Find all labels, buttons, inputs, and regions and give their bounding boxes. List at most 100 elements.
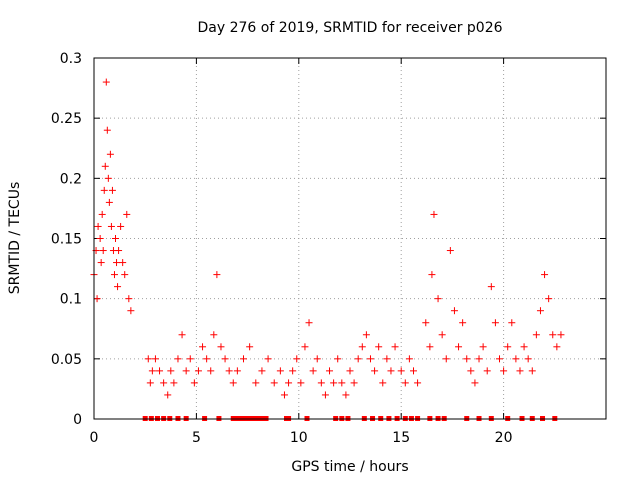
data-point — [330, 379, 338, 387]
data-point — [397, 367, 405, 375]
data-point — [379, 379, 387, 387]
data-point — [387, 367, 395, 375]
data-point — [541, 271, 549, 279]
x-tick-label: 0 — [90, 430, 99, 446]
data-point — [258, 367, 266, 375]
data-point — [101, 162, 109, 170]
data-point — [285, 379, 293, 387]
data-point — [317, 379, 325, 387]
data-point — [455, 343, 463, 351]
data-point — [504, 343, 512, 351]
data-point — [483, 367, 491, 375]
y-axis-label: SRMTID / TECUs — [7, 182, 23, 295]
data-point — [289, 367, 297, 375]
y-tick-label: 0.15 — [51, 232, 82, 248]
y-tick-label: 0.1 — [60, 292, 82, 308]
x-axis-label: GPS time / hours — [291, 459, 408, 475]
data-point — [105, 198, 113, 206]
data-point — [467, 367, 475, 375]
data-point — [199, 343, 207, 351]
data-point — [112, 235, 120, 242]
data-point — [194, 367, 202, 375]
data-point — [213, 271, 221, 279]
data-point — [240, 355, 248, 363]
data-point — [252, 379, 260, 387]
data-point — [326, 367, 334, 375]
data-point — [102, 78, 110, 86]
data-point — [528, 367, 536, 375]
data-point — [98, 210, 106, 218]
data-point — [557, 331, 565, 339]
data-point — [108, 186, 116, 194]
data-point — [512, 355, 520, 363]
data-point — [225, 367, 233, 375]
data-point — [305, 319, 313, 327]
x-tick-label: 5 — [192, 430, 201, 446]
data-point — [229, 379, 237, 387]
data-point — [301, 343, 309, 351]
data-point — [125, 295, 133, 303]
plot-frame — [93, 57, 607, 420]
data-point — [246, 343, 254, 351]
data-point — [409, 367, 417, 375]
data-point — [545, 295, 553, 303]
data-point — [280, 391, 288, 399]
data-point — [190, 379, 198, 387]
data-point — [438, 331, 446, 339]
data-point — [167, 367, 175, 375]
data-point — [121, 271, 129, 279]
data-point — [383, 355, 391, 363]
data-point — [144, 355, 152, 363]
data-point — [178, 331, 186, 339]
data-point — [148, 367, 156, 375]
data-point — [500, 367, 508, 375]
data-point — [426, 343, 434, 351]
data-point — [463, 355, 471, 363]
data-point — [430, 210, 438, 218]
data-point — [104, 174, 112, 182]
data-point — [471, 379, 479, 387]
data-point — [428, 271, 436, 279]
data-point — [156, 367, 164, 375]
data-point — [233, 367, 241, 375]
data-point — [422, 319, 430, 327]
data-point — [207, 367, 215, 375]
data-point — [442, 355, 450, 363]
data-point — [96, 235, 104, 242]
data-point — [524, 355, 532, 363]
data-point — [127, 307, 135, 315]
data-point — [334, 355, 342, 363]
data-point — [553, 343, 561, 351]
data-point — [405, 355, 413, 363]
data-point — [496, 355, 504, 363]
data-point — [450, 307, 458, 315]
data-point — [107, 222, 115, 230]
data-point — [536, 307, 544, 315]
data-point — [532, 331, 540, 339]
data-point — [160, 379, 168, 387]
data-point — [110, 271, 118, 279]
data-point — [103, 126, 111, 134]
data-point — [346, 367, 354, 375]
data-point — [221, 355, 229, 363]
data-point — [401, 379, 409, 387]
data-point — [174, 355, 182, 363]
y-tick-label: 0.05 — [51, 352, 82, 368]
data-point — [164, 391, 172, 399]
y-tick-label: 0.25 — [51, 111, 82, 127]
data-point — [459, 319, 467, 327]
data-point — [123, 210, 131, 218]
data-point — [99, 247, 107, 255]
data-point — [203, 355, 211, 363]
data-point — [115, 247, 123, 255]
x-tick-label: 20 — [495, 430, 513, 446]
data-point — [297, 379, 305, 387]
data-point — [97, 259, 105, 267]
data-point — [487, 283, 495, 291]
chart-title: Day 276 of 2019, SRMTID for receiver p02… — [197, 20, 502, 36]
data-point — [362, 331, 370, 339]
data-point — [491, 319, 499, 327]
data-point — [264, 355, 272, 363]
data-point — [93, 295, 101, 303]
